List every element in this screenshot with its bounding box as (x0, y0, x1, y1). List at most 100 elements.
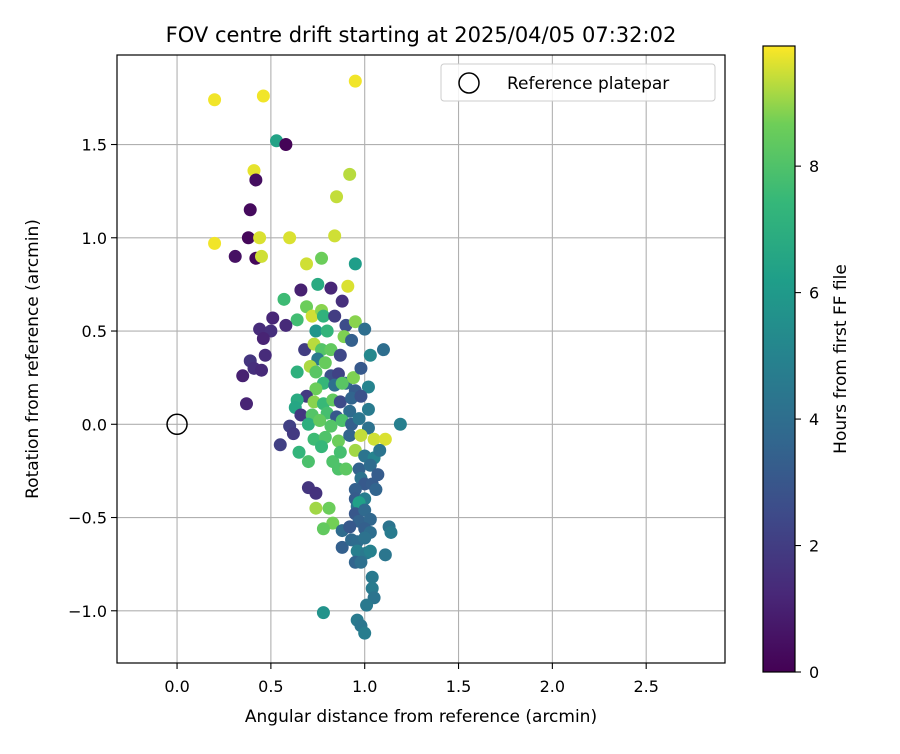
scatter-point (341, 279, 355, 293)
y-tick-label: −1.0 (68, 602, 107, 621)
scatter-point (208, 236, 222, 250)
scatter-point (354, 428, 368, 442)
colorbar-tick-label: 2 (809, 537, 819, 556)
scatter-point (343, 520, 357, 534)
scatter-point (253, 231, 267, 245)
scatter-point (249, 173, 263, 187)
x-tick-label: 2.0 (540, 677, 565, 696)
scatter-point (256, 331, 270, 345)
scatter-point (354, 361, 368, 375)
scatter-point (326, 516, 340, 530)
chart-title: FOV centre drift starting at 2025/04/05 … (166, 23, 677, 47)
colorbar-tick-label: 0 (809, 663, 819, 682)
scatter-point (354, 555, 368, 569)
scatter-point (335, 540, 349, 554)
scatter-point (339, 462, 353, 476)
scatter-point (256, 89, 270, 103)
scatter-point (298, 343, 312, 357)
scatter-point (373, 443, 387, 457)
scatter-point (348, 74, 362, 88)
scatter-point (316, 522, 330, 536)
legend: Reference platepar (440, 63, 716, 102)
scatter-point (315, 440, 329, 454)
scatter-point (371, 468, 385, 482)
scatter-point (348, 483, 362, 497)
scatter-point (333, 395, 347, 409)
scatter-point (294, 283, 308, 297)
scatter-point (208, 93, 222, 107)
scatter-point (363, 544, 377, 558)
scatter-point (335, 294, 349, 308)
plot-frame (116, 54, 726, 664)
scatter-point (378, 432, 392, 446)
scatter-point (324, 281, 338, 295)
scatter-point (254, 249, 268, 263)
scatter-point (361, 380, 375, 394)
scatter-point (300, 300, 314, 314)
scatter-point (352, 412, 366, 426)
y-axis-label: Rotation from reference (arcmin) (23, 219, 43, 499)
scatter-point (348, 257, 362, 271)
scatter-point (305, 309, 319, 323)
y-tick-label: 0.5 (82, 322, 107, 341)
scatter-point (286, 427, 300, 441)
scatter-point (328, 229, 342, 243)
scatter-point (324, 343, 338, 357)
scatter-point (361, 402, 375, 416)
scatter-point (290, 365, 304, 379)
scatter-point (313, 414, 327, 428)
scatter-point (239, 397, 253, 411)
scatter-point (376, 343, 390, 357)
scatter-point (322, 501, 336, 515)
scatter-point (300, 257, 314, 271)
scatter-point (363, 458, 377, 472)
scatter-point (258, 348, 272, 362)
scatter-point (324, 419, 338, 433)
scatter-point (367, 432, 381, 446)
scatter-point (316, 309, 330, 323)
scatter-point (360, 598, 374, 612)
colorbar-tick-label: 4 (809, 410, 819, 429)
scatter-point (333, 348, 347, 362)
scatter-point (363, 348, 377, 362)
scatter-point (363, 512, 377, 526)
colorbar-gradient (763, 46, 795, 672)
scatter-point (343, 167, 357, 181)
scatter-point (358, 322, 372, 336)
scatter-point (358, 503, 372, 517)
colorbar-frame (762, 45, 796, 673)
scatter-point (273, 438, 287, 452)
scatter-point (318, 356, 332, 370)
scatter-point (316, 606, 330, 620)
scatter-point (241, 231, 255, 245)
scatter-point (354, 389, 368, 403)
y-tick-label: 1.5 (82, 136, 107, 155)
scatter-point (309, 324, 323, 338)
scatter-point (266, 311, 280, 325)
scatter-point (343, 404, 357, 418)
scatter-point (345, 333, 359, 347)
scatter-point (333, 445, 347, 459)
scatter-point (348, 443, 362, 457)
reference-platepar-marker (166, 413, 188, 436)
scatter-point (277, 292, 291, 306)
scatter-point (365, 570, 379, 584)
scatter-point (369, 483, 383, 497)
y-tick-label: −0.5 (68, 509, 107, 528)
scatter-point (279, 138, 293, 152)
scatter-point (294, 408, 308, 422)
x-axis-label: Angular distance from reference (arcmin) (245, 707, 597, 727)
scatter-point (309, 501, 323, 515)
scatter-point (343, 428, 357, 442)
scatter-point (279, 318, 293, 332)
colorbar-ticks: 0 2 4 6 8 (795, 157, 819, 682)
legend-marker-icon (458, 72, 480, 94)
scatter-point (378, 548, 392, 562)
scatter-point (254, 363, 268, 377)
legend-box (440, 63, 716, 102)
scatter-point (331, 434, 345, 448)
x-tick-label: 1.0 (352, 677, 377, 696)
colorbar-label: Hours from first FF file (831, 264, 851, 454)
